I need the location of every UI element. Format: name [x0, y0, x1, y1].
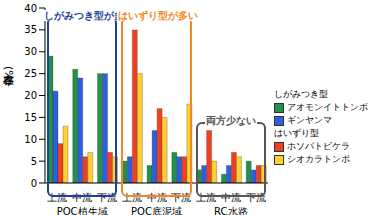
- svg-text:下流: 下流: [246, 192, 266, 203]
- svg-text:35: 35: [24, 24, 37, 35]
- svg-text:上流: 上流: [122, 192, 142, 203]
- html-text:しがみつき型が多い: しがみつき型が多い: [44, 9, 134, 21]
- svg-text:30: 30: [24, 46, 37, 57]
- html-text:アオモンイトトンボ: アオモンイトトンボ: [287, 102, 368, 112]
- svg-text:20: 20: [24, 90, 37, 101]
- html-text:ホソバトビケラ: ホソバトビケラ: [287, 141, 350, 151]
- svg-text:下流: 下流: [171, 192, 191, 203]
- html-text:両方少ない: 両方少ない: [205, 114, 256, 126]
- svg-text:10: 10: [24, 134, 37, 145]
- svg-text:15: 15: [24, 112, 37, 123]
- svg-text:上流: 上流: [196, 192, 216, 203]
- html-text:はいずり型が多い: はいずり型が多い: [118, 9, 199, 21]
- svg-text:RC水路: RC水路: [214, 206, 247, 215]
- svg-text:下流: 下流: [97, 192, 117, 203]
- html-text:しがみつき型: しがみつき型: [274, 89, 328, 99]
- svg-text:25: 25: [24, 68, 37, 79]
- html-text:はいずり型: はいずり型: [274, 128, 319, 138]
- svg-text:5: 5: [31, 156, 37, 167]
- svg-text:POC植生域: POC植生域: [57, 206, 108, 215]
- svg-text:中流: 中流: [72, 192, 92, 203]
- html-text:ギンヤンマ: ギンヤンマ: [287, 115, 332, 125]
- svg-text:上流: 上流: [47, 192, 67, 203]
- svg-text:中流: 中流: [221, 192, 241, 203]
- html-text:存在率(%): 存在率(%): [2, 65, 15, 85]
- svg-text:中流: 中流: [147, 192, 167, 203]
- svg-text:40: 40: [24, 3, 37, 14]
- html-text:シオカラトンボ: シオカラトンボ: [287, 154, 350, 164]
- svg-text:POC底泥域: POC底泥域: [131, 206, 182, 215]
- svg-text:0: 0: [31, 178, 37, 189]
